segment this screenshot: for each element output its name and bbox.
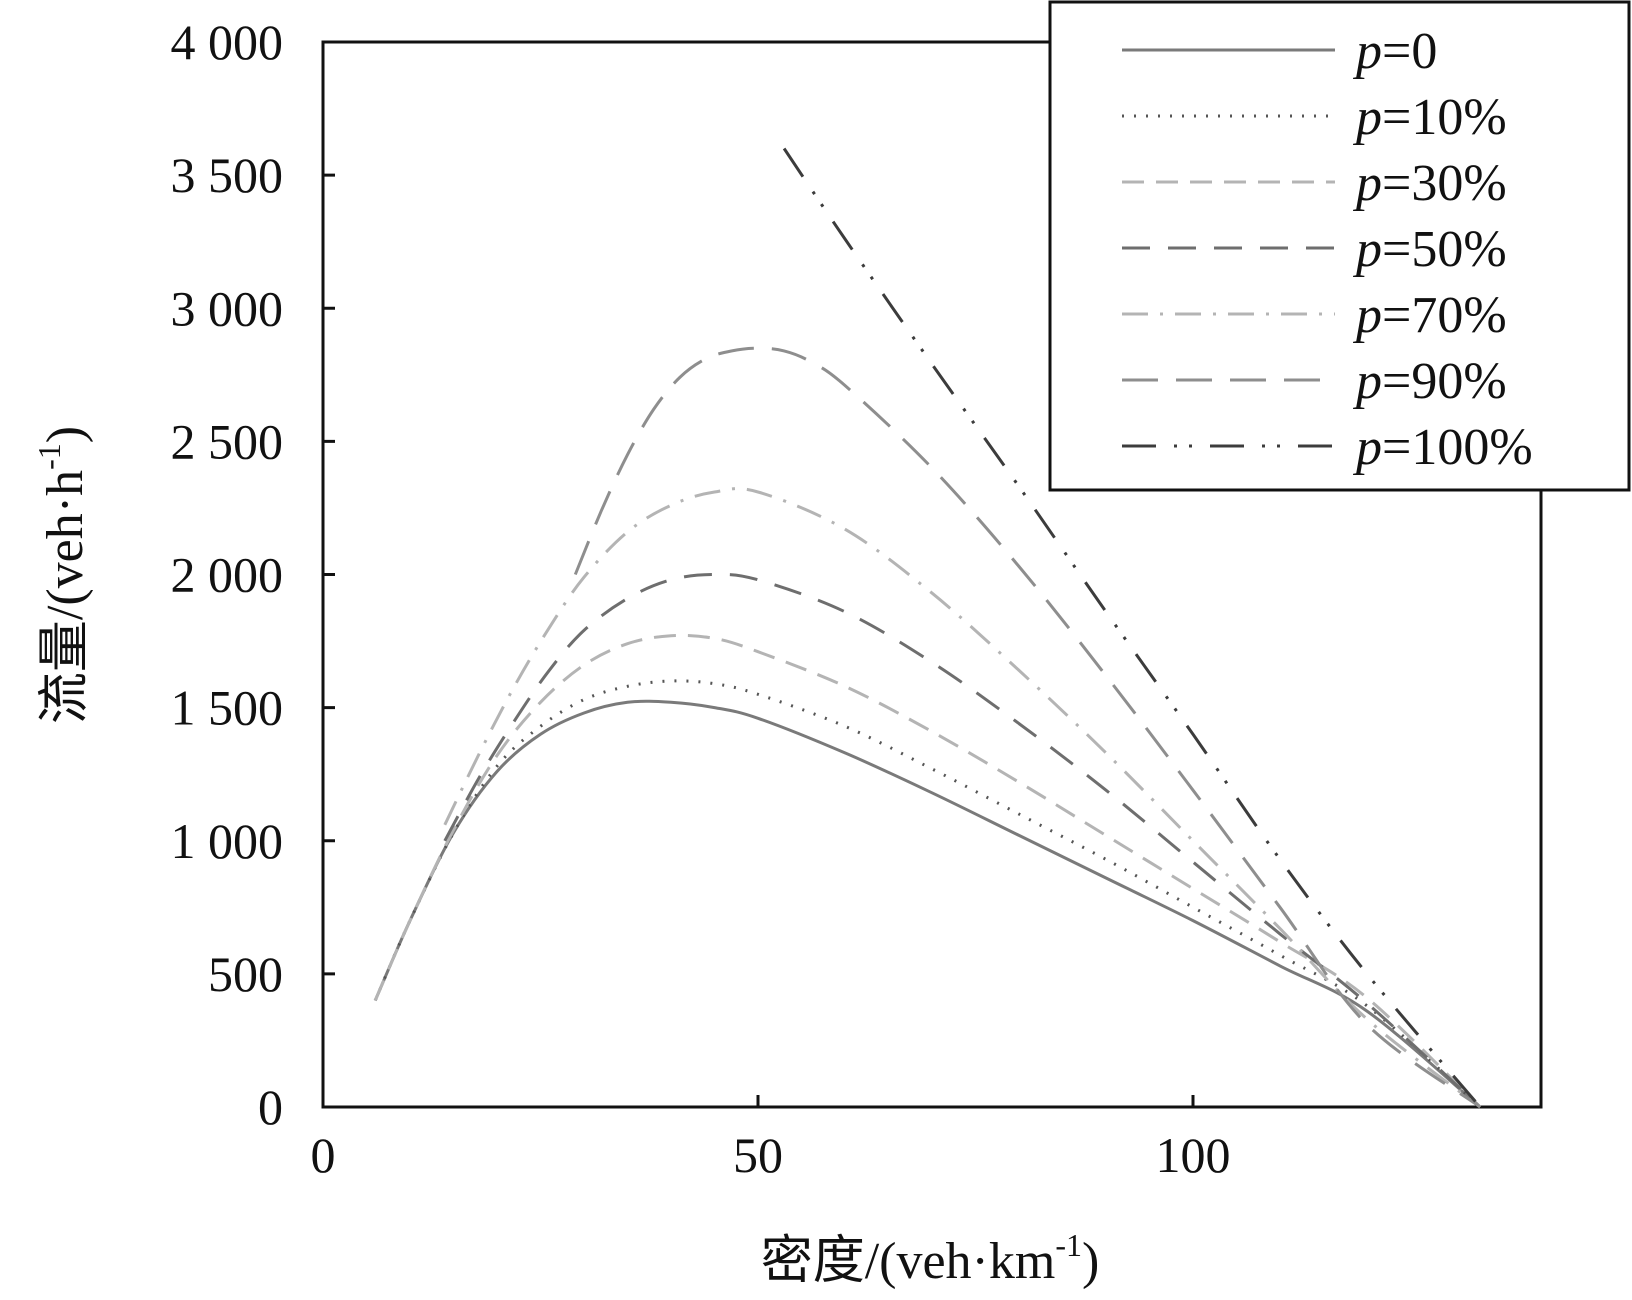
y-axis-ticks: 0 500 1 000 1 500 2 000 2 500 3 000 3 500 4 000 — [171, 14, 335, 1135]
y-axis-title: 流量/(veh·h-1) — [31, 426, 94, 724]
y-tick-label: 3 000 — [171, 280, 284, 336]
legend-box — [1048, 0, 1631, 492]
series-line-5 — [573, 346, 1481, 1109]
y-tick-label: 2 500 — [171, 413, 284, 469]
series-line-4 — [443, 487, 1482, 1109]
legend: p=0 p=10% p=30% p=50% p=70% p=90% p=100% — [1048, 0, 1631, 492]
legend-items: p=0 p=10% p=30% p=50% p=70% p=90% p=100% — [1122, 23, 1533, 476]
legend-label-6: p=100% — [1352, 419, 1533, 476]
y-tick-label: 0 — [258, 1079, 283, 1135]
y-tick-label: 1 000 — [171, 813, 284, 869]
x-axis-title: 密度/(veh·km-1) — [761, 1227, 1100, 1290]
legend-label-4: p=70% — [1352, 287, 1507, 344]
x-axis-ticks: 0 50 100 — [311, 1095, 1231, 1183]
legend-label-5: p=90% — [1352, 353, 1507, 410]
series-line-0 — [373, 699, 1482, 1109]
series-line-2 — [373, 633, 1482, 1109]
x-tick-label: 50 — [733, 1127, 783, 1183]
x-tick-label: 100 — [1156, 1127, 1231, 1183]
legend-label-3: p=50% — [1352, 221, 1507, 278]
y-tick-label: 500 — [208, 946, 283, 1002]
series-layer — [373, 147, 1482, 1109]
y-tick-label: 2 000 — [171, 547, 284, 603]
series-line-3 — [443, 572, 1482, 1109]
y-tick-label: 3 500 — [171, 147, 284, 203]
legend-label-2: p=30% — [1352, 155, 1507, 212]
y-tick-label: 1 500 — [171, 680, 284, 736]
series-line-6 — [782, 147, 1482, 1108]
plot-area: 0 50 100 0 500 1 000 1 500 2 000 2 500 3 000 3 50… — [171, 14, 1543, 1183]
x-tick-label: 0 — [311, 1127, 336, 1183]
legend-label-0: p=0 — [1352, 23, 1437, 80]
y-tick-label: 4 000 — [171, 14, 284, 70]
series-line-1 — [373, 679, 1482, 1109]
legend-label-1: p=10% — [1352, 89, 1507, 146]
